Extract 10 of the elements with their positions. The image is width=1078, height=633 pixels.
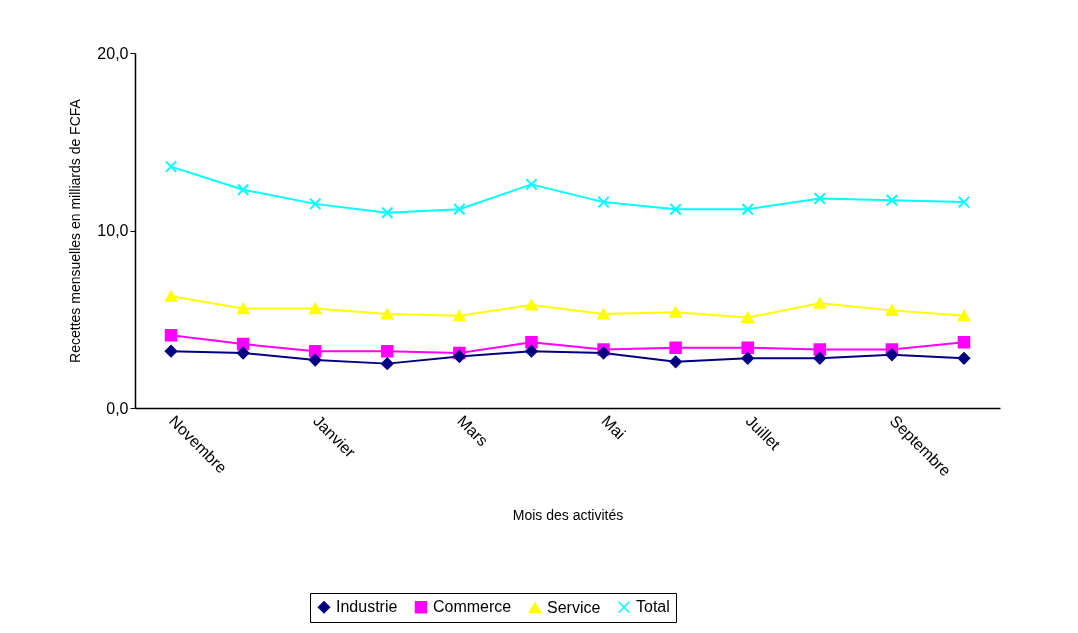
x-tick-label: Mai: [598, 412, 629, 443]
legend-label: Service: [547, 598, 601, 616]
legend-label: Industrie: [336, 598, 398, 616]
x-axis-title: Mois des activités: [512, 507, 624, 524]
y-tick-label: 10,0: [97, 222, 129, 239]
legend-label: Total: [636, 598, 670, 616]
y-tick-label: 0,0: [106, 399, 129, 417]
y-axis-title: Recettes mensuelles en milliards de FCFA: [67, 98, 84, 363]
legend-label: Commerce: [433, 598, 512, 616]
y-tick-label: 20,0: [97, 44, 129, 62]
